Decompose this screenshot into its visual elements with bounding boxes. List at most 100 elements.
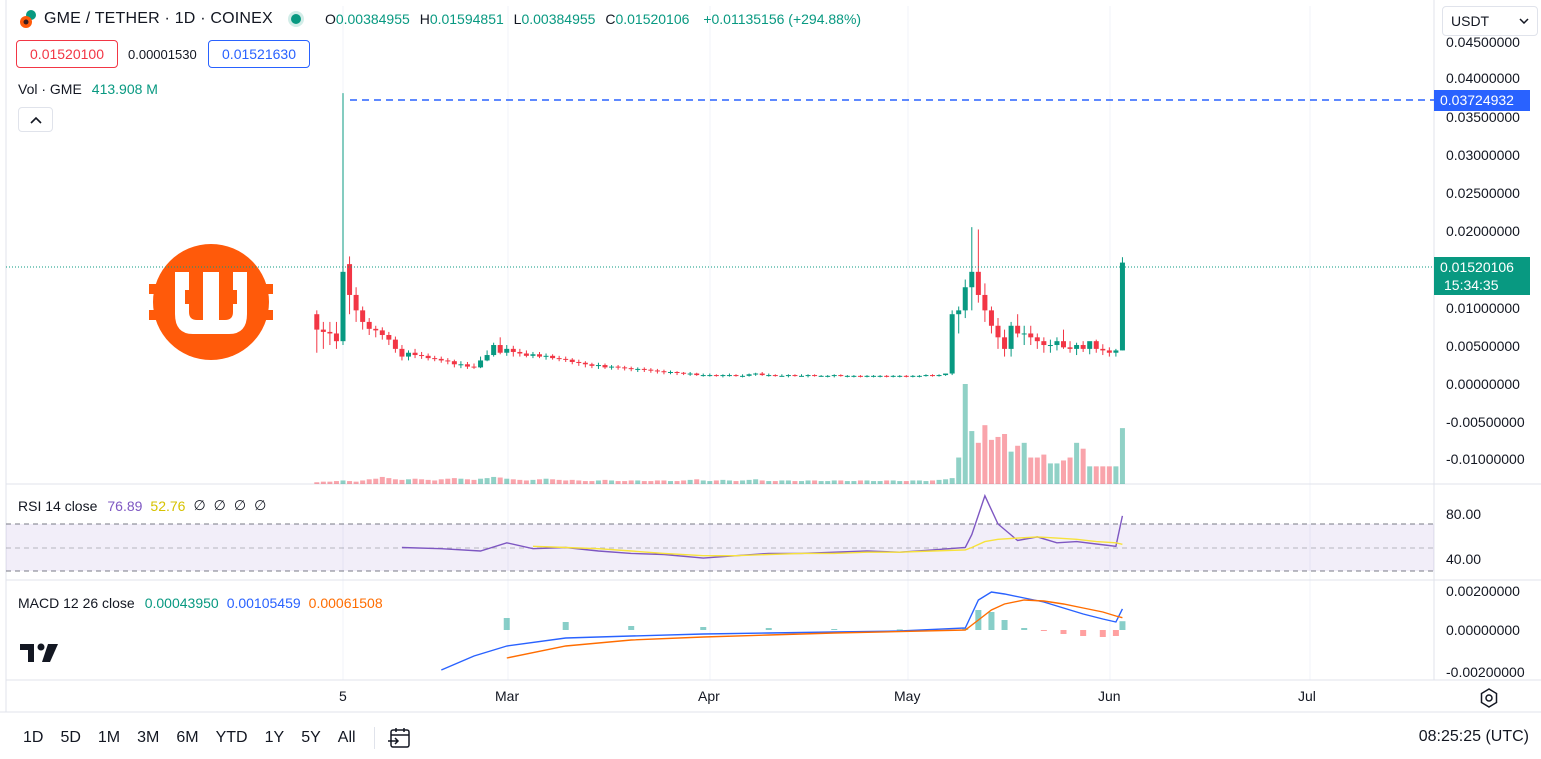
candle-body: [1067, 347, 1073, 349]
volume-bar: [537, 479, 542, 484]
macd-histogram-bar: [962, 628, 969, 630]
range-1d-button[interactable]: 1D: [23, 729, 44, 746]
candle-body: [857, 375, 863, 377]
utc-clock[interactable]: 08:25:25 (UTC): [1418, 728, 1529, 745]
candle-body: [451, 361, 457, 365]
candle-body: [366, 321, 372, 329]
tradingview-logo-icon[interactable]: [20, 642, 60, 664]
currency-select[interactable]: USDT: [1442, 6, 1538, 36]
rsi-legend[interactable]: RSI 14 close 76.89 52.76 ∅ ∅ ∅ ∅: [18, 497, 266, 514]
candle-body: [969, 271, 975, 288]
range-3m-button[interactable]: 3M: [137, 729, 160, 746]
volume-bar: [805, 480, 811, 484]
candle-body: [491, 345, 497, 356]
sell-button[interactable]: 0.01520100: [16, 40, 118, 68]
volume-bar: [589, 481, 595, 484]
volume-bar: [785, 480, 791, 484]
candle-body: [1106, 350, 1112, 353]
candlesticks[interactable]: [314, 93, 1125, 378]
spread-value: 0.00001530: [128, 46, 197, 62]
candle-body: [792, 375, 798, 377]
candle-body: [314, 314, 320, 330]
candle-body: [484, 355, 490, 361]
range-all-button[interactable]: All: [337, 729, 356, 746]
candle-body: [373, 328, 379, 331]
volume-bar: [812, 480, 818, 484]
macd-legend[interactable]: MACD 12 26 close 0.00043950 0.00105459 0…: [18, 595, 383, 611]
volume-bar: [484, 478, 490, 484]
candle-body: [530, 354, 536, 356]
price-tick: 0.01000000: [1446, 300, 1520, 316]
candle-body: [635, 368, 641, 370]
volume-bar: [877, 481, 883, 484]
range-1m-button[interactable]: 1M: [97, 729, 121, 746]
volume-bar: [1067, 457, 1073, 484]
volume-bar: [962, 384, 968, 484]
macd-line-value: 0.00105459: [226, 595, 301, 611]
candle-body: [392, 339, 398, 349]
volume-bar: [700, 480, 706, 484]
rsi-ma-value: 52.76: [150, 497, 186, 514]
symbol-title[interactable]: GME / TETHER · 1D · COINEX: [44, 10, 273, 27]
candle-body: [445, 360, 451, 362]
volume-bar: [687, 479, 693, 484]
candle-body: [799, 375, 804, 377]
candle-body: [903, 375, 909, 377]
price-tick: 0.03000000: [1446, 147, 1520, 163]
candle-body: [785, 375, 791, 377]
volume-bar: [759, 480, 765, 484]
volume-bar: [975, 442, 981, 484]
volume-bar: [510, 479, 516, 484]
buy-button[interactable]: 0.01521630: [208, 40, 310, 68]
volume-bar: [595, 480, 601, 484]
volume-bar: [661, 480, 667, 484]
macd-histogram-bar: [628, 626, 635, 630]
date-range-icon[interactable]: [387, 725, 413, 751]
symbol-legend[interactable]: GME / TETHER · 1D · COINEX O0.00384955 H…: [18, 9, 861, 29]
range-5d-button[interactable]: 5D: [60, 729, 81, 746]
range-1y-button[interactable]: 1Y: [264, 729, 285, 746]
rsi-value: 76.89: [107, 497, 143, 514]
last-price-marker: 0.01520106 15:34:35: [1434, 257, 1530, 295]
candle-body: [871, 375, 877, 377]
candle-body: [353, 294, 359, 311]
volume-bar: [1119, 428, 1125, 484]
candle-body: [576, 361, 582, 363]
collapse-legend-button[interactable]: [18, 107, 53, 132]
volume-bar: [458, 478, 464, 484]
candle-body: [838, 375, 844, 377]
macd-histogram-value: 0.00043950: [144, 595, 219, 611]
low-value: 0.00384955: [521, 11, 596, 27]
price-tick: -0.01000000: [1446, 451, 1525, 467]
volume-bar: [1113, 466, 1119, 484]
range-toolbar: 1D 5D 1M 3M 6M YTD 1Y 5Y All: [14, 724, 413, 752]
high-price-marker: 0.03724932: [1434, 90, 1530, 111]
volume-bar: [582, 481, 588, 484]
volume-bar: [478, 478, 484, 484]
volume-bar: [681, 480, 687, 484]
gear-icon[interactable]: [1478, 687, 1500, 709]
rsi-tick: 40.00: [1446, 551, 1482, 567]
volume-legend[interactable]: Vol · GME 413.908 M: [18, 81, 158, 97]
candle-body: [1015, 325, 1021, 334]
candle-body: [648, 369, 654, 371]
candle-body: [772, 375, 778, 377]
volume-bar: [373, 478, 379, 484]
volume-bar: [988, 439, 994, 484]
volume-bar: [445, 478, 451, 484]
range-ytd-button[interactable]: YTD: [215, 729, 248, 746]
candle-body: [884, 375, 890, 377]
volume-bar: [1080, 448, 1086, 484]
volume-bar: [799, 481, 804, 484]
macd-histogram-bar: [1021, 628, 1028, 630]
candle-body: [825, 375, 831, 377]
range-5y-button[interactable]: 5Y: [301, 729, 321, 746]
candle-body: [412, 352, 418, 356]
range-6m-button[interactable]: 6M: [176, 729, 199, 746]
high-value: 0.01594851: [429, 11, 504, 27]
candle-body: [759, 373, 765, 376]
volume-bar: [438, 479, 444, 484]
volume-bar: [340, 480, 346, 484]
volume-bar: [654, 480, 660, 484]
